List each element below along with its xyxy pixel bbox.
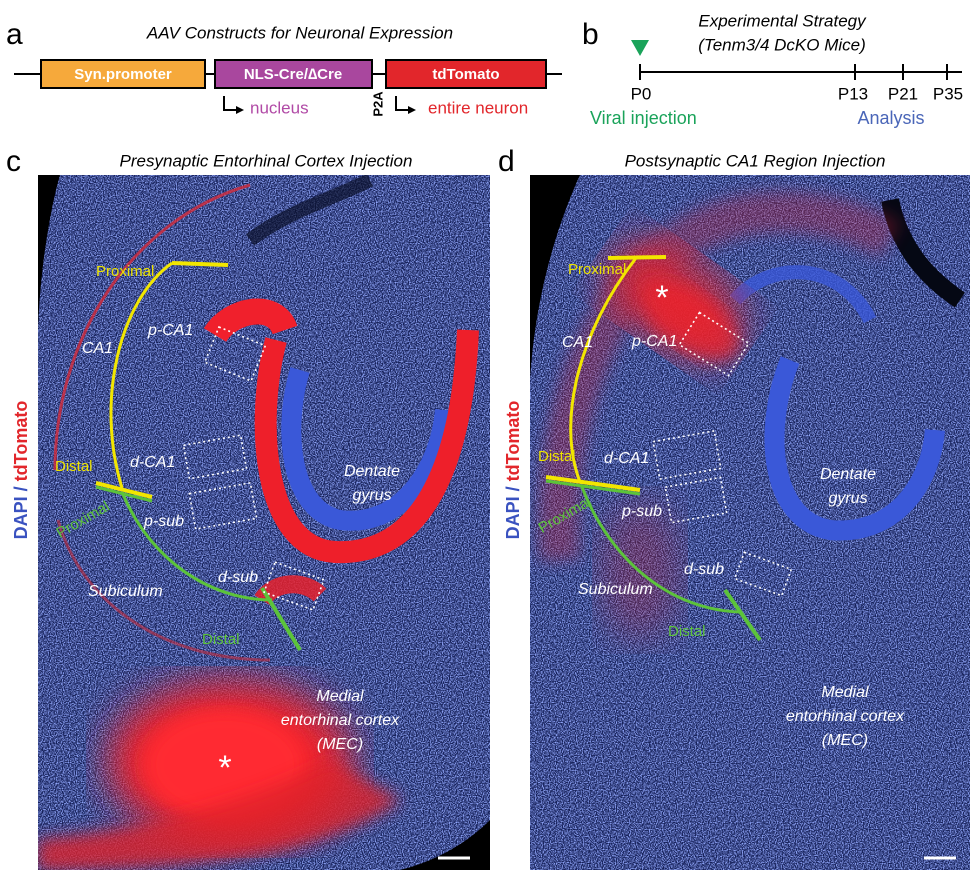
panel-title: Experimental Strategy	[698, 11, 867, 30]
panel-letter: d	[498, 145, 515, 178]
panel-letter: a	[6, 18, 23, 51]
panel-title: AAV Constructs for Neuronal Expression	[146, 23, 453, 42]
timepoint-label: P0	[631, 84, 652, 103]
stain-sep: /	[11, 486, 31, 491]
panel-subtitle: (Tenm3/4 DcKO Mice)	[698, 35, 866, 54]
stain-label: DAPI / tdTomato	[11, 401, 31, 540]
roi-label: d-CA1	[604, 450, 649, 467]
stain-label: DAPI / tdTomato	[503, 401, 523, 540]
region-label: CA1	[82, 340, 113, 357]
region-label: (MEC)	[822, 732, 868, 749]
arrow-head	[236, 106, 244, 114]
construct-label: Syn.promoter	[74, 66, 172, 83]
roi-label: p-sub	[143, 513, 184, 530]
roi-label: p-sub	[621, 503, 662, 520]
region-label: Dentate	[820, 466, 876, 483]
axis-label: Distal	[668, 623, 706, 640]
panel-d: d Postsynaptic CA1 Region Injection DAPI…	[498, 145, 970, 870]
region-label: Medial	[316, 688, 364, 705]
roi-label: d-CA1	[130, 454, 175, 471]
stain-sep: /	[503, 486, 523, 491]
stain-tdtomato: tdTomato	[11, 401, 31, 482]
axis-label: Distal	[55, 458, 93, 475]
panel-letter: b	[582, 18, 599, 51]
region-label: (MEC)	[317, 736, 363, 753]
construct-label: tdTomato	[432, 66, 499, 83]
axis-bar	[172, 263, 228, 265]
region-label: Dentate	[344, 463, 400, 480]
analysis-label: Analysis	[857, 108, 924, 128]
panel-letter: c	[6, 145, 21, 178]
axis-label: Distal	[202, 631, 240, 648]
region-label: gyrus	[828, 490, 867, 507]
axis-bar	[608, 257, 666, 258]
target-label: nucleus	[250, 98, 309, 117]
stain-tdtomato: tdTomato	[503, 401, 523, 482]
region-label: entorhinal cortex	[786, 708, 905, 725]
injection-marker	[631, 40, 649, 56]
region-label: Subiculum	[88, 583, 163, 600]
roi-label: d-sub	[218, 569, 258, 586]
figure: a AAV Constructs for Neuronal Expression…	[0, 0, 970, 870]
region-label: Subiculum	[578, 581, 653, 598]
timepoint-label: P35	[933, 84, 963, 103]
roi-label: p-CA1	[631, 333, 677, 350]
injection-site: *	[655, 279, 668, 317]
axis-label: Proximal	[96, 263, 154, 280]
panel-title: Presynaptic Entorhinal Cortex Injection	[120, 151, 413, 170]
micrograph	[530, 175, 970, 870]
panel-a: a AAV Constructs for Neuronal Expression…	[6, 18, 562, 118]
roi-label: d-sub	[684, 561, 724, 578]
roi-label: p-CA1	[147, 322, 193, 339]
region-label: CA1	[562, 334, 593, 351]
arrow-head	[408, 106, 416, 114]
construct-label: NLS-Cre/∆Cre	[244, 66, 342, 83]
timepoint-label: P13	[838, 84, 868, 103]
region-label: Medial	[821, 684, 869, 701]
panel-c: c Presynaptic Entorhinal Cortex Injectio…	[6, 145, 490, 870]
region-label: entorhinal cortex	[281, 712, 400, 729]
injection-label: Viral injection	[590, 108, 697, 128]
timepoint-label: P21	[888, 84, 918, 103]
stain-dapi: DAPI	[503, 496, 523, 539]
axis-label: Proximal	[568, 261, 626, 278]
linker-label: P2A	[370, 91, 385, 117]
region-label: gyrus	[352, 487, 391, 504]
stain-dapi: DAPI	[11, 496, 31, 539]
injection-site: *	[218, 749, 231, 787]
panel-b: b Experimental Strategy (Tenm3/4 DcKO Mi…	[582, 11, 963, 127]
axis-label: Distal	[538, 448, 576, 465]
target-label: entire neuron	[428, 98, 528, 117]
panel-title: Postsynaptic CA1 Region Injection	[625, 151, 886, 170]
